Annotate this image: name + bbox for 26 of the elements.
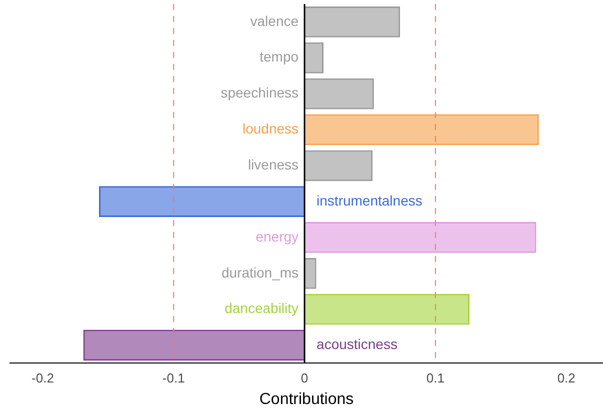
y-tick-label: duration_ms (221, 264, 299, 280)
bar (304, 6, 400, 38)
bar (304, 222, 536, 253)
bar (304, 294, 470, 325)
y-tick-label: loudness (242, 120, 299, 137)
y-tick-label: danceability (224, 300, 299, 316)
bar (304, 42, 324, 74)
bar (304, 150, 373, 182)
y-tick-label: speechiness (220, 84, 299, 101)
x-tick-label: -0.1 (162, 370, 185, 386)
y-tick-label: energy (256, 228, 299, 244)
x-tick-label: 0.2 (557, 370, 576, 386)
x-axis-title: Contributions (259, 390, 354, 408)
x-tick-label: 0 (300, 370, 308, 386)
y-tick-label: valence (250, 12, 299, 29)
bar (304, 258, 316, 289)
y-tick-label: acousticness (316, 336, 398, 352)
y-tick-label: instrumentalness (316, 192, 422, 208)
bar (83, 330, 305, 361)
bar (304, 78, 374, 110)
y-tick-label: liveness (248, 156, 299, 172)
y-tick-label: tempo (260, 48, 299, 65)
bar (99, 186, 305, 218)
bar (304, 114, 539, 146)
x-tick-label: 0.1 (426, 370, 444, 386)
x-tick-label: -0.2 (32, 370, 54, 386)
